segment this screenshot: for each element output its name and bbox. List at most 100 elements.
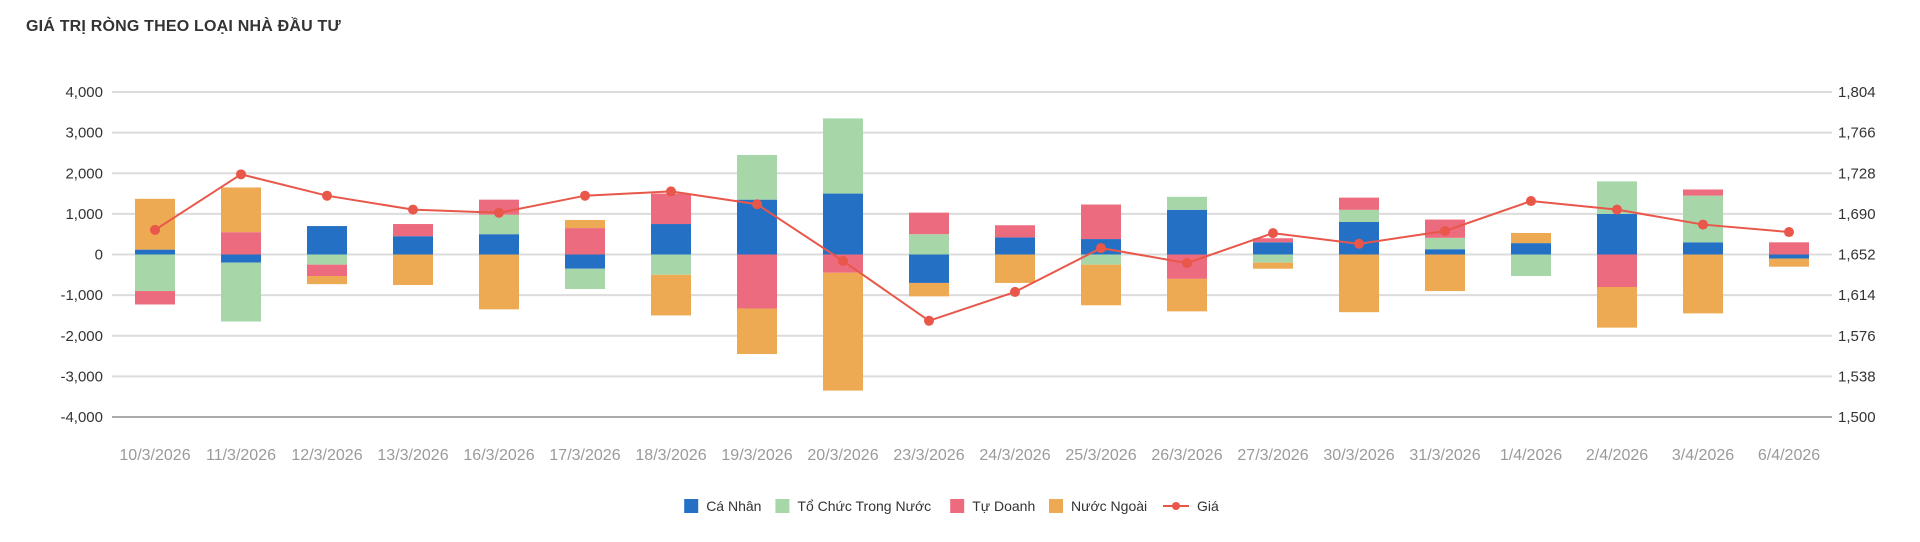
bar-segment[interactable] (737, 254, 777, 309)
legend-item[interactable]: Tổ Chức Trong Nước (775, 498, 931, 514)
bar-segment[interactable] (823, 118, 863, 194)
bar-segment[interactable] (221, 232, 261, 255)
bar-segment[interactable] (1597, 287, 1637, 328)
price-point[interactable] (580, 190, 590, 201)
bar-segment[interactable] (135, 198, 175, 250)
price-point[interactable] (1354, 238, 1364, 249)
price-point[interactable] (1096, 243, 1106, 254)
bar-segment[interactable] (1081, 204, 1121, 240)
bar-segment[interactable] (565, 268, 605, 290)
bar-segment[interactable] (565, 254, 605, 269)
price-point[interactable] (924, 315, 934, 326)
price-point[interactable] (1784, 227, 1794, 238)
legend-item[interactable]: Nước Ngoài (1049, 498, 1147, 514)
bar-segment[interactable] (1425, 237, 1465, 250)
bar-segment[interactable] (909, 254, 949, 283)
price-point[interactable] (1526, 196, 1536, 207)
bar-segment[interactable] (737, 154, 777, 200)
price-point[interactable] (1268, 228, 1278, 239)
bar-segment[interactable] (479, 214, 519, 235)
price-point[interactable] (666, 186, 676, 197)
bar-segment[interactable] (1253, 242, 1293, 255)
price-point[interactable] (1698, 219, 1708, 230)
bar-segment[interactable] (221, 262, 261, 322)
x-tick-label: 30/3/2026 (1323, 447, 1394, 464)
bar-segment[interactable] (995, 254, 1035, 283)
bar-segment[interactable] (909, 234, 949, 255)
x-tick-label: 26/3/2026 (1151, 447, 1222, 464)
bar-segment[interactable] (909, 282, 949, 297)
bar-segment[interactable] (1597, 254, 1637, 288)
bar-segment[interactable] (479, 234, 519, 255)
bar-segment[interactable] (651, 193, 691, 225)
bar-segment[interactable] (651, 224, 691, 255)
price-line-path (154, 173, 1790, 322)
stacked-bars (135, 118, 1809, 391)
bar-segment[interactable] (135, 291, 175, 305)
bar-segment[interactable] (135, 249, 175, 255)
bar-segment[interactable] (1511, 232, 1551, 244)
price-point[interactable] (838, 255, 848, 266)
bar-segment[interactable] (995, 225, 1035, 238)
bar-segment[interactable] (1253, 262, 1293, 269)
bar-segment[interactable] (651, 274, 691, 316)
bar-segment[interactable] (1683, 195, 1723, 243)
price-point[interactable] (408, 204, 418, 215)
bar-segment[interactable] (1769, 258, 1809, 267)
bar-segment[interactable] (1339, 222, 1379, 255)
legend-item[interactable]: Giá (1163, 498, 1219, 514)
bar-segment[interactable] (1339, 254, 1379, 313)
bar-segment[interactable] (393, 254, 433, 285)
price-point[interactable] (322, 190, 332, 201)
legend-item[interactable]: Cá Nhân (684, 498, 761, 514)
bar-segment[interactable] (307, 226, 347, 255)
bar-segment[interactable] (1339, 209, 1379, 222)
bar-segment[interactable] (1511, 254, 1551, 277)
left-tick-label: 0 (95, 247, 103, 264)
price-point[interactable] (150, 224, 160, 235)
bar-segment[interactable] (479, 254, 519, 310)
bar-segment[interactable] (1683, 254, 1723, 314)
bar-segment[interactable] (737, 308, 777, 355)
bar-segment[interactable] (135, 254, 175, 292)
bar-segment[interactable] (1081, 254, 1121, 265)
bar-segment[interactable] (1253, 254, 1293, 263)
bar-segment[interactable] (823, 193, 863, 255)
price-point[interactable] (752, 199, 762, 210)
bar-segment[interactable] (221, 187, 261, 233)
bar-segment[interactable] (1683, 189, 1723, 196)
bar-segment[interactable] (1081, 264, 1121, 306)
bar-segment[interactable] (307, 264, 347, 277)
bar-segment[interactable] (823, 272, 863, 391)
price-point[interactable] (494, 207, 504, 218)
bar-segment[interactable] (393, 224, 433, 237)
bar-segment[interactable] (565, 219, 605, 229)
legend-item[interactable]: Tự Doanh (950, 498, 1035, 514)
bar-segment[interactable] (565, 228, 605, 255)
bar-segment[interactable] (307, 276, 347, 285)
price-point[interactable] (1440, 225, 1450, 236)
bar-segment[interactable] (1253, 238, 1293, 243)
bar-segment[interactable] (651, 254, 691, 275)
price-point[interactable] (1182, 258, 1192, 269)
price-point[interactable] (236, 169, 246, 180)
bar-segment[interactable] (909, 212, 949, 235)
bar-segment[interactable] (393, 236, 433, 255)
bar-segment[interactable] (1769, 254, 1809, 259)
bar-segment[interactable] (1339, 197, 1379, 210)
bar-segment[interactable] (307, 254, 347, 265)
bar-segment[interactable] (1425, 249, 1465, 255)
price-point[interactable] (1010, 286, 1020, 297)
bar-segment[interactable] (1425, 254, 1465, 292)
price-point[interactable] (1612, 204, 1622, 215)
right-tick-label: 1,500 (1838, 409, 1876, 426)
bar-segment[interactable] (1511, 243, 1551, 255)
bar-segment[interactable] (1683, 242, 1723, 255)
bar-segment[interactable] (1167, 209, 1207, 255)
bar-segment[interactable] (995, 237, 1035, 255)
bar-segment[interactable] (1167, 196, 1207, 210)
bar-segment[interactable] (1167, 278, 1207, 312)
bar-segment[interactable] (221, 254, 261, 263)
bar-segment[interactable] (1769, 242, 1809, 255)
bar-segment[interactable] (1597, 213, 1637, 255)
